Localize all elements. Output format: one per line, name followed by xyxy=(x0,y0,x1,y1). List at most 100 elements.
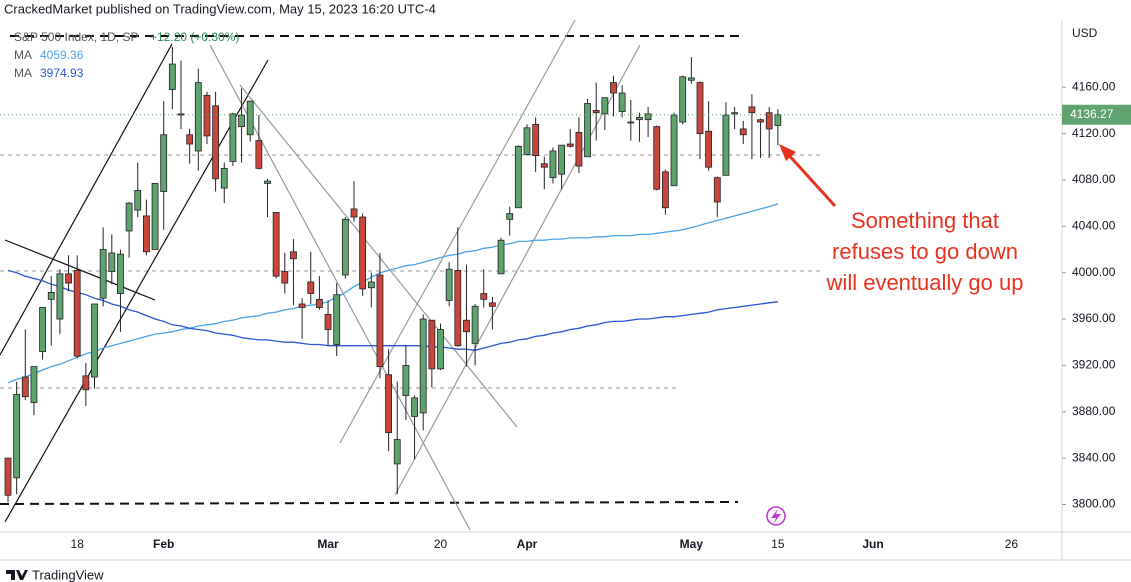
candle-body xyxy=(307,281,315,294)
candle-body xyxy=(480,293,488,300)
x-tick-label: 20 xyxy=(434,537,448,551)
last-price-box xyxy=(1062,104,1131,125)
y-tick-label: 4160.00 xyxy=(1072,79,1116,93)
candle-body xyxy=(134,189,142,211)
event-icon-bolt xyxy=(771,509,781,524)
candle-body xyxy=(151,183,159,250)
candle-body xyxy=(238,114,245,128)
header: CrackedMarket published on TradingView.c… xyxy=(4,1,436,16)
candle-body xyxy=(549,150,557,179)
candle-body xyxy=(108,252,116,272)
candle-body xyxy=(757,119,764,123)
candle-body xyxy=(39,307,46,352)
candle-body xyxy=(592,110,600,114)
candle-body xyxy=(584,103,591,158)
annotation: refuses to go down xyxy=(832,239,1018,264)
candle-body xyxy=(687,77,695,81)
candle-body xyxy=(454,269,462,347)
legend-label: MA xyxy=(14,66,32,80)
ma-line xyxy=(7,269,778,351)
candle-body xyxy=(73,269,81,357)
trend-line xyxy=(394,44,641,496)
candle-body xyxy=(445,268,453,301)
x-tick-label: 26 xyxy=(1005,537,1019,551)
candle-body xyxy=(56,273,64,320)
candle-body xyxy=(670,114,678,187)
x-tick-label: Mar xyxy=(317,537,339,551)
candle-body xyxy=(523,127,531,155)
candle-body xyxy=(229,113,237,162)
legend-value: 4059.36 xyxy=(40,48,84,62)
candle-body xyxy=(142,215,150,253)
candle-body xyxy=(220,167,228,189)
candle-body xyxy=(540,163,548,168)
candle-body xyxy=(411,397,418,417)
candle-body xyxy=(774,114,782,126)
candle-body xyxy=(21,376,29,398)
candle-body xyxy=(419,318,427,414)
candle-body xyxy=(65,273,72,284)
change: +12.20 (+0.30%) xyxy=(150,30,239,44)
candle-body xyxy=(566,143,574,147)
candle-body xyxy=(341,218,349,276)
candle-body xyxy=(376,274,384,367)
candle-body xyxy=(558,144,565,175)
candle-body xyxy=(264,180,271,184)
candle-body xyxy=(367,281,375,289)
candle-body xyxy=(324,314,332,330)
y-tick-label: 4080.00 xyxy=(1072,172,1116,186)
candle-body xyxy=(471,305,479,344)
arrow-head xyxy=(779,144,796,161)
y-tick-label: 4000.00 xyxy=(1072,265,1116,279)
candle-body xyxy=(506,213,514,220)
y-tick-label: 3840.00 xyxy=(1072,450,1116,464)
candle-body xyxy=(514,145,522,209)
x-tick-label: Feb xyxy=(153,537,174,551)
candle-body xyxy=(246,100,254,136)
candle-body xyxy=(350,208,358,218)
annotation: Something that xyxy=(851,208,999,233)
x-tick-label: May xyxy=(680,537,704,551)
y-tick-label: 3920.00 xyxy=(1072,358,1116,372)
candle-body xyxy=(705,130,713,168)
support-line xyxy=(0,501,739,505)
brand-name: TradingView xyxy=(32,567,104,582)
y-tick-label: 4040.00 xyxy=(1072,218,1116,232)
arrow-shaft xyxy=(784,150,837,208)
x-tick-label: 18 xyxy=(71,537,85,551)
candle-body xyxy=(125,202,133,232)
candle-body xyxy=(653,126,661,190)
candle-body xyxy=(618,92,626,112)
candle-body xyxy=(713,177,721,203)
candle-body xyxy=(437,329,444,370)
trend-line xyxy=(4,59,269,523)
candle-body xyxy=(298,303,306,308)
candle-body xyxy=(748,106,756,114)
candle-body xyxy=(99,249,107,299)
candle-body xyxy=(203,94,211,137)
candle-body xyxy=(731,112,738,115)
candle-body xyxy=(194,82,202,152)
candle-body xyxy=(402,365,410,396)
candle-body xyxy=(315,298,323,308)
candle-body xyxy=(47,291,55,300)
candle-body xyxy=(4,457,12,496)
y-tick-label: 3960.00 xyxy=(1072,311,1116,325)
candle-body xyxy=(662,171,669,209)
event-icon xyxy=(766,506,786,526)
brand: TradingView xyxy=(6,567,104,582)
x-tick-label: Apr xyxy=(517,537,538,551)
candle-body xyxy=(359,216,367,290)
legend-label: MA xyxy=(14,48,32,62)
candle-body xyxy=(627,121,635,124)
last-price-label: 4136.27 xyxy=(1070,107,1114,121)
candle-body xyxy=(765,112,773,130)
trend-line xyxy=(0,43,173,356)
candle-body xyxy=(463,319,470,333)
candle-body xyxy=(91,303,98,378)
candle-body xyxy=(272,212,280,277)
annotation: will eventually go up xyxy=(826,270,1024,295)
candle-body xyxy=(739,128,747,136)
candle-body xyxy=(160,134,168,192)
